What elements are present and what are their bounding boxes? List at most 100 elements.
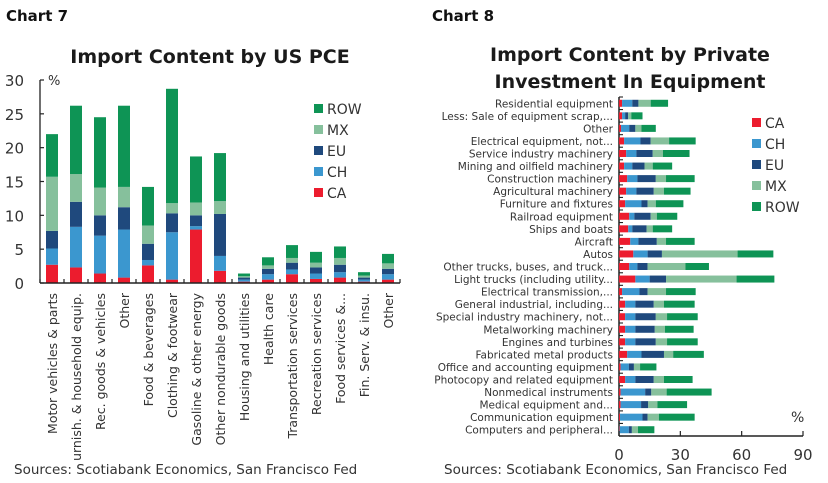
chart8-bar-engines-and-turbines-ca bbox=[619, 338, 626, 346]
chart8-bar-residential-equipment-row bbox=[650, 99, 669, 107]
chart8-bar-electrical-transmission-row bbox=[666, 288, 696, 296]
chart7-bar-housing-and-utilities-eu bbox=[238, 277, 250, 280]
chart8-bar-agricultural-machinery-row bbox=[663, 187, 691, 195]
chart7-x-tick-label: Health care bbox=[261, 293, 276, 365]
chart7-y-tick-label: 20 bbox=[5, 140, 24, 158]
chart7-y-tick-label: 10 bbox=[5, 207, 24, 225]
chart8-y-tick-label: General industrial, including... bbox=[455, 299, 613, 311]
chart8-bar-photocopy-and-related-equipment-eu bbox=[635, 376, 654, 383]
chart8-bar-other-row bbox=[641, 124, 656, 132]
chart7-bar-food-services-ch bbox=[334, 272, 346, 278]
chart7-bar-fin-serv-insu-eu bbox=[358, 277, 370, 280]
chart8-bar-mining-and-oilfield-machinery-row bbox=[652, 162, 673, 170]
chart8-bar-railroad-equipment-eu bbox=[634, 212, 651, 220]
chart7-bar-housing-and-utilities-ch bbox=[238, 279, 250, 282]
chart8-y-tick-label: Service industry machinery bbox=[469, 149, 613, 161]
chart8-bar-other-ch bbox=[621, 124, 630, 132]
chart8-bar-metalworking-machinery-eu bbox=[635, 325, 655, 333]
chart8-bar-residential-equipment-ch bbox=[622, 99, 633, 107]
chart8-bar-light-trucks-including-utility-row bbox=[736, 275, 775, 283]
chart8-bar-autos-row bbox=[737, 250, 774, 258]
chart8-y-tick-label: Furniture and fixtures bbox=[500, 199, 613, 211]
chart8-bar-medical-equipment-and-ca bbox=[619, 401, 621, 409]
chart7-bar-other-row bbox=[118, 105, 130, 187]
chart8-bar-less-sale-of-equipment-scrap-ca bbox=[619, 112, 623, 120]
chart7-bar-health-care-ch bbox=[262, 274, 274, 280]
chart8-bar-agricultural-machinery-ch bbox=[626, 187, 637, 195]
chart8-bar-railroad-equipment-row bbox=[656, 212, 678, 220]
chart7-bar-furnish-household-equip-eu bbox=[70, 201, 82, 227]
chart8-bar-metalworking-machinery-ch bbox=[625, 325, 636, 333]
chart8-bar-construction-machinery-mx bbox=[655, 175, 667, 183]
chart8-x-tick-label: 0 bbox=[614, 446, 624, 464]
chart8-y-tick-label: Computers and peripheral... bbox=[465, 425, 613, 437]
chart8-legend-label-mx: MX bbox=[765, 179, 787, 195]
chart8-bar-mining-and-oilfield-machinery-ca bbox=[619, 162, 625, 170]
chart8-bar-special-industry-machinery-not-eu bbox=[635, 313, 656, 321]
chart7-bar-recreation-services-ch bbox=[310, 273, 322, 279]
chart7-bar-gasoline-other-energy-eu bbox=[190, 215, 202, 227]
chart8-bar-autos-eu bbox=[647, 250, 662, 258]
chart8-y-tick-label: Nonmedical instruments bbox=[484, 387, 613, 399]
chart8-bar-residential-equipment-eu bbox=[632, 99, 639, 107]
chart8-bar-other-trucks-buses-and-truck-mx bbox=[647, 263, 686, 270]
chart8-bar-engines-and-turbines-mx bbox=[655, 338, 668, 346]
chart7-bar-motor-vehicles-parts-ca bbox=[46, 264, 58, 283]
chart8-bar-construction-machinery-row bbox=[666, 175, 695, 183]
chart7-bar-clothing-footwear-mx bbox=[166, 203, 178, 214]
chart8-legend-swatch-ch bbox=[752, 139, 761, 148]
chart8-bar-autos-ch bbox=[633, 250, 648, 258]
chart7-x-tick-label: Recreation services bbox=[309, 293, 324, 415]
chart8-bar-light-trucks-including-utility-mx bbox=[666, 275, 737, 283]
chart7-x-tick-label: Fin. Serv. & insu. bbox=[357, 293, 372, 397]
chart8-bar-metalworking-machinery-mx bbox=[654, 325, 665, 333]
chart7-x-tick-label: Housing and utilities bbox=[237, 293, 252, 421]
chart8-bar-other-trucks-buses-and-truck-ca bbox=[619, 263, 630, 270]
chart7-bar-health-care-mx bbox=[262, 265, 274, 269]
chart7-bar-gasoline-other-energy-ca bbox=[190, 229, 202, 283]
chart8-bar-nonmedical-instruments-ca bbox=[619, 388, 621, 396]
chart8-bar-electrical-equipment-not-ch bbox=[624, 137, 641, 145]
chart7-plot: 0 5 10 15 20 25 30 % Motor vehicles & parts Furni… bbox=[5, 72, 401, 460]
chart7-bar-motor-vehicles-parts-row bbox=[46, 134, 58, 177]
chart8-legend-swatch-row bbox=[752, 202, 761, 211]
chart8-bar-light-trucks-including-utility-ca bbox=[619, 275, 636, 283]
chart8-bar-special-industry-machinery-not-ch bbox=[625, 313, 636, 321]
chart8-bar-aircraft-eu bbox=[638, 237, 657, 245]
chart8-bar-computers-and-peripheral-mx bbox=[631, 426, 639, 434]
chart8-bar-less-sale-of-equipment-scrap-eu bbox=[625, 112, 629, 120]
chart8-bar-railroad-equipment-mx bbox=[650, 212, 657, 220]
chart7-legend-swatch-mx bbox=[314, 125, 323, 134]
chart8-bar-other-ca bbox=[619, 124, 622, 132]
chart8-bar-other-trucks-buses-and-truck-eu bbox=[637, 263, 648, 270]
chart8-bar-general-industrial-including-row bbox=[663, 300, 695, 308]
chart7-bar-other-ca bbox=[118, 277, 130, 283]
chart8-bar-special-industry-machinery-not-row bbox=[667, 313, 698, 321]
chart8-bar-metalworking-machinery-row bbox=[665, 325, 694, 333]
chart8-y-tick-label: Railroad equipment bbox=[510, 211, 613, 223]
chart7-bar-other-ca bbox=[382, 279, 394, 283]
chart8-legend-label-ca: CA bbox=[765, 116, 785, 132]
chart8-bar-electrical-equipment-not-mx bbox=[650, 137, 670, 145]
chart8-bar-computers-and-peripheral-row bbox=[638, 426, 655, 434]
chart7-bar-rec-goods-vehicles-ch bbox=[94, 235, 106, 274]
chart7-y-tick-label: 30 bbox=[5, 72, 24, 90]
chart7-x-tick-label: Other nondurable goods bbox=[213, 293, 228, 445]
chart7-y-tick-label: 25 bbox=[5, 106, 24, 124]
chart8-source: Sources: Scotiabank Economics, San Franc… bbox=[444, 462, 788, 478]
chart8-bar-fabricated-metal-products-mx bbox=[663, 350, 674, 358]
chart8-y-tick-label: Engines and turbines bbox=[502, 337, 613, 349]
chart8-bar-medical-equipment-and-mx bbox=[648, 401, 658, 409]
chart7-legend-label-eu: EU bbox=[327, 144, 346, 160]
chart7-x-tick-label: Clothing & footwear bbox=[165, 292, 180, 418]
chart7-x-tick-label: Rec. goods & vehicles bbox=[93, 293, 108, 430]
chart8-y-tick-label: Construction machinery bbox=[487, 174, 613, 186]
chart7-bar-fin-serv-insu-ch bbox=[358, 279, 370, 282]
chart8-bar-service-industry-machinery-ch bbox=[626, 150, 637, 157]
chart7-bar-food-services-eu bbox=[334, 264, 346, 273]
chart7-x-tick-label: Other bbox=[117, 292, 132, 328]
chart8-bar-electrical-transmission-ca bbox=[619, 288, 623, 296]
chart8-x-tick-label: 60 bbox=[732, 446, 751, 464]
chart7-bar-other-nondurable-goods-ch bbox=[214, 255, 226, 271]
chart8-bar-metalworking-machinery-ca bbox=[619, 325, 626, 333]
